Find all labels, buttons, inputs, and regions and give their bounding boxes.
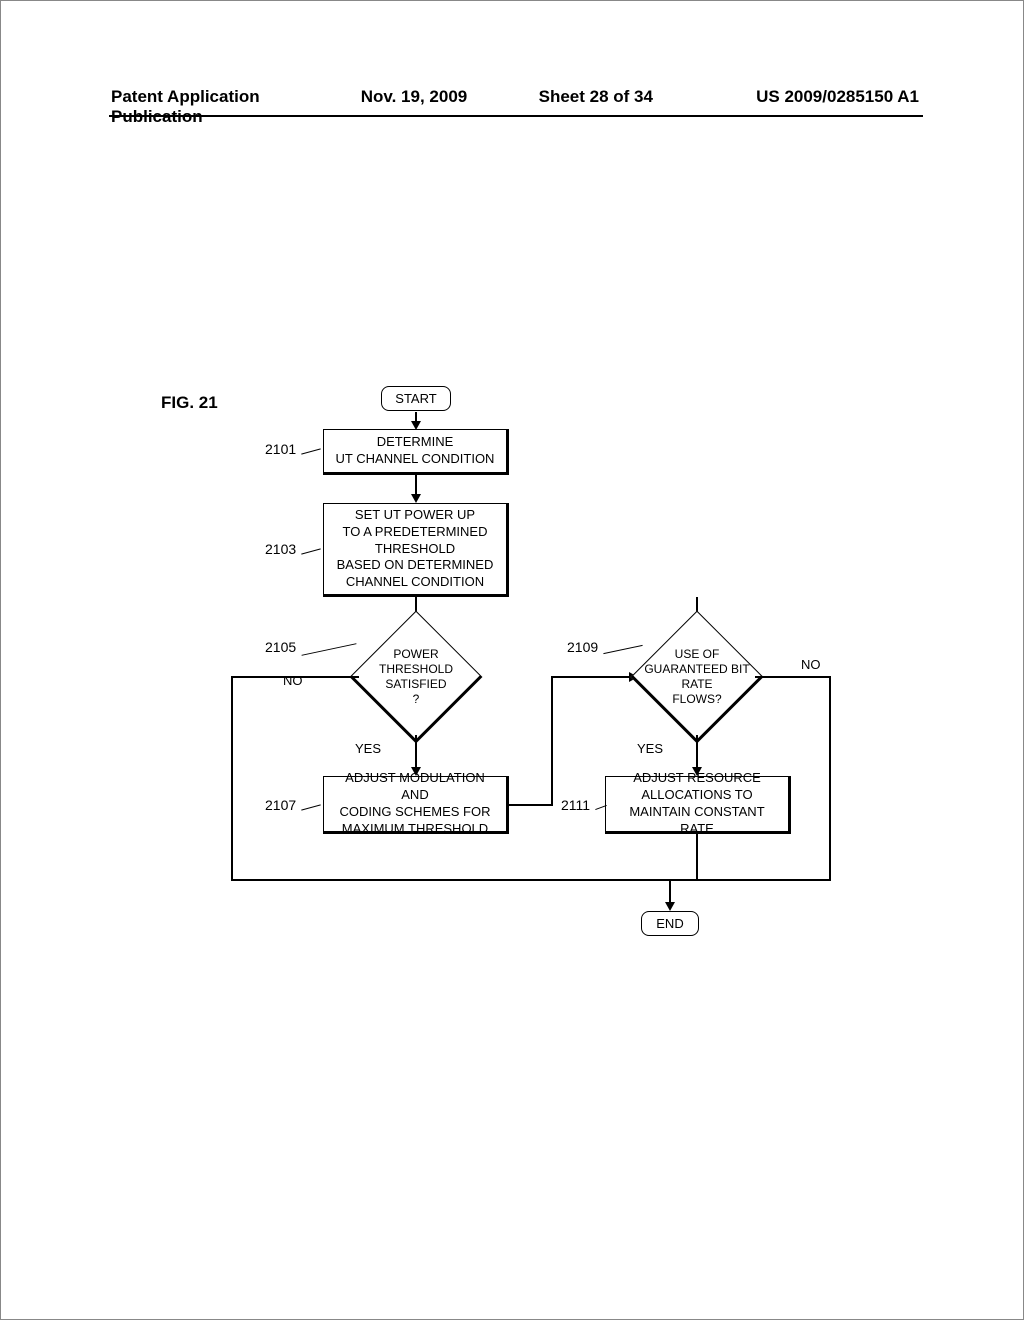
edge [755,676,831,678]
node-2101: DETERMINE UT CHANNEL CONDITION [323,429,509,475]
arrow-head-icon [411,494,421,503]
edge [696,834,698,881]
branch-yes: YES [637,741,663,756]
ref-tick [302,643,357,656]
edge [231,879,671,881]
edge [231,676,233,881]
edge [669,879,831,881]
edge [551,676,633,678]
node-2107: ADJUST MODULATION AND CODING SCHEMES FOR… [323,776,509,834]
ref-2109: 2109 [567,639,598,655]
edge [696,735,698,770]
ref-2101: 2101 [265,441,296,457]
node-end-label: END [656,916,683,931]
branch-no: NO [801,657,821,672]
ref-2103: 2103 [265,541,296,557]
node-2105: POWER THRESHOLD SATISFIED ? [369,630,463,724]
node-2103: SET UT POWER UP TO A PREDETERMINED THRES… [323,503,509,597]
node-start: START [381,386,451,411]
node-2111: ADJUST RESOURCE ALLOCATIONS TO MAINTAIN … [605,776,791,834]
ref-tick [301,548,321,554]
node-2111-label: ADJUST RESOURCE ALLOCATIONS TO MAINTAIN … [614,770,780,838]
ref-tick [301,448,321,454]
flowchart-canvas: START DETERMINE UT CHANNEL CONDITION 210… [1,1,1024,1321]
node-2105-label: POWER THRESHOLD SATISFIED ? [350,630,482,724]
edge [509,804,553,806]
edge [231,676,359,678]
ref-2105: 2105 [265,639,296,655]
node-2109-label: USE OF GUARANTEED BIT RATE FLOWS? [631,630,763,724]
node-end: END [641,911,699,936]
node-2101-label: DETERMINE UT CHANNEL CONDITION [336,434,495,468]
edge [829,676,831,881]
ref-tick [301,804,321,810]
node-2103-label: SET UT POWER UP TO A PREDETERMINED THRES… [337,507,494,591]
node-2109: USE OF GUARANTEED BIT RATE FLOWS? [650,630,744,724]
edge [551,676,553,806]
edge [415,735,417,770]
page: Patent Application Publication Nov. 19, … [0,0,1024,1320]
ref-2107: 2107 [265,797,296,813]
node-start-label: START [395,391,436,406]
node-2107-label: ADJUST MODULATION AND CODING SCHEMES FOR… [332,770,498,838]
branch-yes: YES [355,741,381,756]
arrow-head-icon [665,902,675,911]
ref-2111: 2111 [561,797,590,813]
